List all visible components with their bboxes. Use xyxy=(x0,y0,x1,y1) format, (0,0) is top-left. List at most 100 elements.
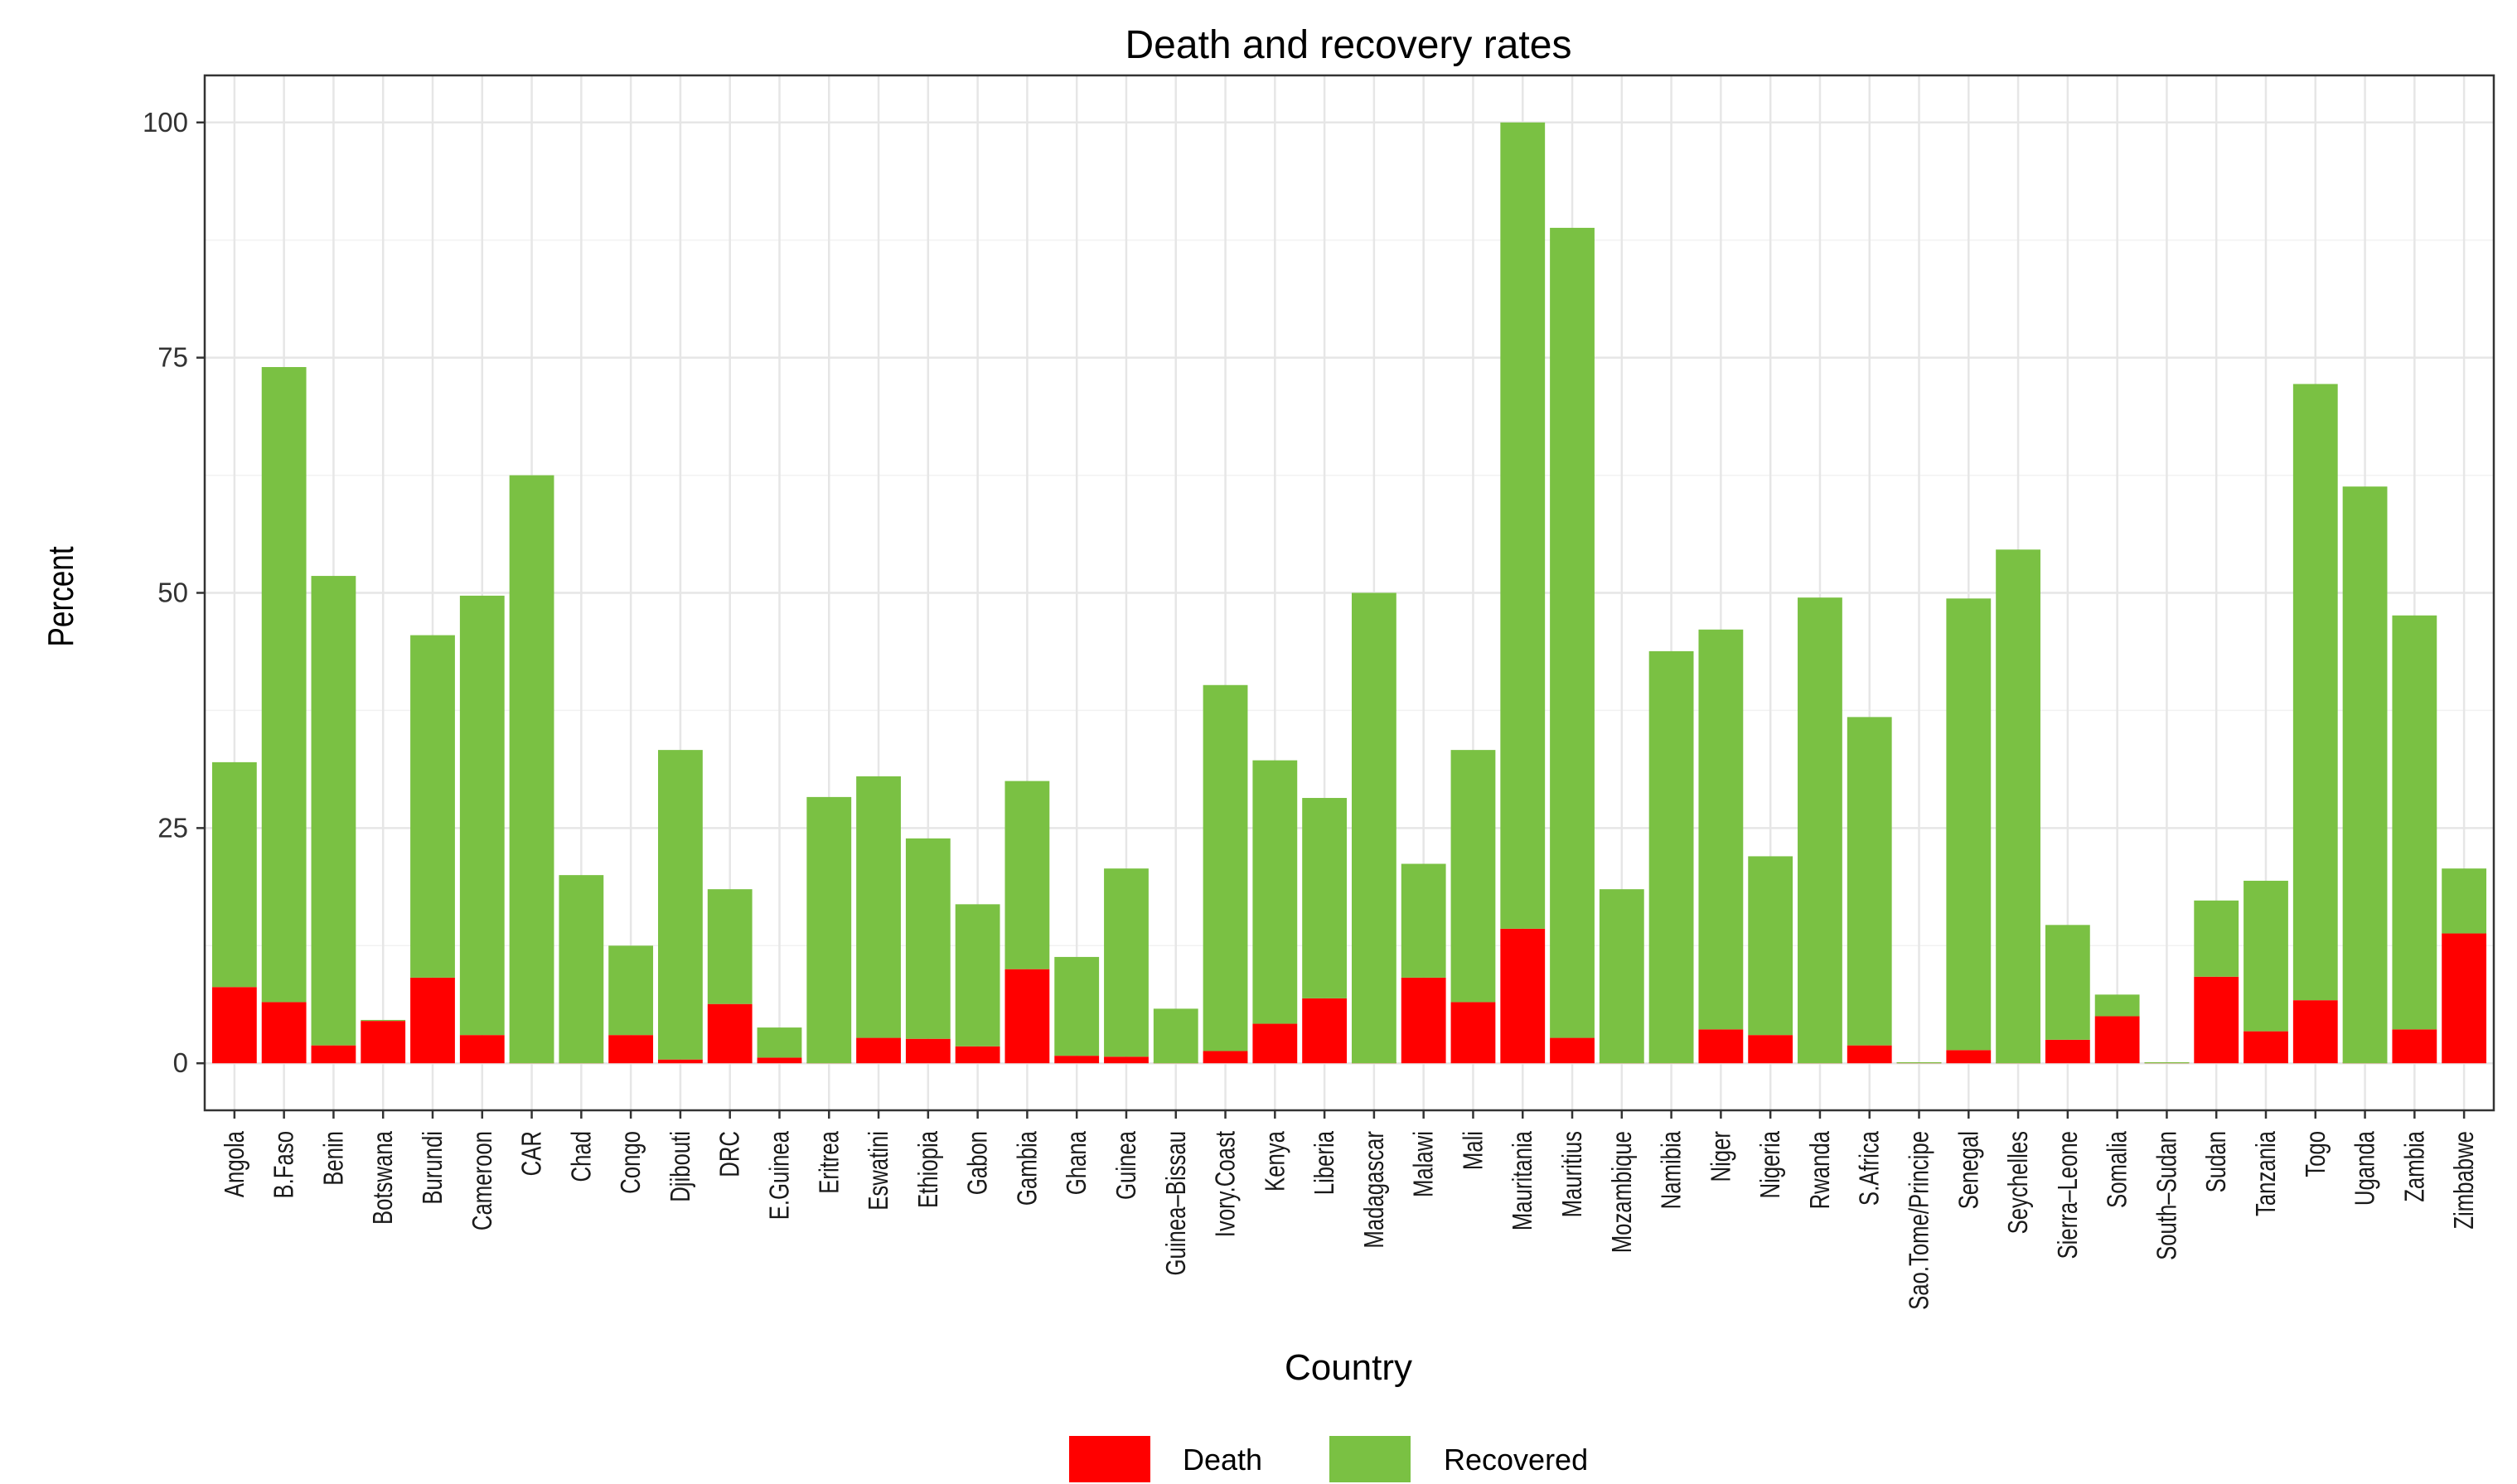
bar-recovered xyxy=(608,945,654,1036)
x-tick-label: Cameroon xyxy=(467,1131,498,1230)
x-tick-label: Djibouti xyxy=(666,1131,696,1202)
bar-death xyxy=(1104,1056,1149,1064)
bar-recovered xyxy=(1698,629,1744,1030)
bar-recovered xyxy=(1748,856,1793,1036)
bar-recovered xyxy=(2094,994,2140,1017)
x-tick-label: Zimbabwe xyxy=(2449,1131,2480,1230)
bar-recovered xyxy=(1550,227,1595,1038)
bar-death xyxy=(2292,1000,2338,1064)
bar-recovered xyxy=(658,750,703,1060)
bar-recovered xyxy=(1599,889,1644,1064)
x-tick-label: Malawi xyxy=(1409,1131,1440,1197)
x-tick-label: South–Sudan xyxy=(2152,1131,2182,1260)
bar-recovered xyxy=(1996,549,2040,1064)
x-tick-label: Angola xyxy=(220,1131,250,1198)
x-tick-label: Sierra–Leone xyxy=(2053,1131,2084,1259)
x-axis-title: Country xyxy=(1285,1347,1412,1388)
bar-recovered xyxy=(361,1019,406,1022)
bar-recovered xyxy=(459,595,505,1036)
x-tick-label: Ethiopia xyxy=(913,1131,944,1208)
x-tick-label: Mauritania xyxy=(1508,1131,1538,1231)
y-axis-title: Percent xyxy=(41,546,81,646)
bar-recovered xyxy=(261,366,307,1003)
bar-death xyxy=(1847,1045,1892,1064)
bar-recovered xyxy=(2442,868,2487,934)
bar-death xyxy=(2442,933,2487,1064)
bar-recovered xyxy=(1847,717,1892,1046)
bar-recovered xyxy=(1946,598,1992,1051)
bar-recovered xyxy=(757,1027,802,1058)
bar-recovered xyxy=(509,475,554,1064)
bar-recovered xyxy=(1153,1008,1198,1064)
bar-recovered xyxy=(905,838,951,1039)
x-tick-label: Guinea xyxy=(1111,1131,1142,1200)
bar-recovered xyxy=(1351,592,1396,1064)
bar-recovered xyxy=(955,904,1000,1047)
x-tick-label: Botswana xyxy=(368,1131,399,1225)
bar-death xyxy=(361,1021,406,1064)
legend-label-recovered: Recovered xyxy=(1444,1443,1588,1477)
x-tick-label: Mozambique xyxy=(1607,1131,1638,1253)
bar-death xyxy=(1302,998,1348,1064)
bar-death xyxy=(2045,1039,2090,1064)
x-tick-label: Mali xyxy=(1458,1131,1488,1170)
x-tick-label: Benin xyxy=(318,1131,349,1186)
bar-recovered xyxy=(2045,925,2090,1040)
y-axis: 0 25 50 75 100 xyxy=(143,107,205,1078)
bar-death xyxy=(707,1003,753,1064)
bar-recovered xyxy=(1896,1062,1942,1064)
bar-recovered xyxy=(2144,1062,2190,1064)
x-tick-label: B.Faso xyxy=(269,1131,300,1199)
bar-recovered xyxy=(2194,900,2239,977)
x-tick-label: Sudan xyxy=(2201,1131,2232,1192)
bar-recovered xyxy=(211,761,257,988)
x-tick-label: Rwanda xyxy=(1805,1131,1836,1210)
x-tick-label: Sao.Tome/Principe xyxy=(1905,1131,1935,1310)
bar-death xyxy=(459,1035,505,1064)
x-tick-label: Nigeria xyxy=(1755,1131,1786,1199)
x-tick-label: Ivory.Coast xyxy=(1211,1131,1242,1237)
legend-key-death xyxy=(1069,1436,1150,1482)
bar-recovered xyxy=(2292,384,2338,1001)
bar-recovered xyxy=(1054,956,1100,1056)
bar-death xyxy=(955,1046,1000,1064)
y-tick-label: 100 xyxy=(143,107,188,138)
x-tick-label: Gambia xyxy=(1012,1131,1043,1206)
bar-recovered xyxy=(1302,798,1348,998)
x-tick-label: Seychelles xyxy=(2003,1131,2034,1234)
bar-death xyxy=(2244,1031,2288,1064)
bar-death xyxy=(261,1002,307,1064)
bar-recovered xyxy=(1648,650,1694,1064)
x-tick-label: Senegal xyxy=(1953,1131,1984,1209)
bar-death xyxy=(1450,1002,1496,1064)
bar-recovered xyxy=(1104,868,1149,1057)
bar-recovered xyxy=(1401,863,1446,978)
x-tick-label: Guinea–Bissau xyxy=(1161,1131,1192,1275)
bar-death xyxy=(1203,1051,1248,1064)
x-tick-label: Eritrea xyxy=(814,1131,845,1194)
x-tick-label: Madagascar xyxy=(1359,1131,1390,1249)
bar-death xyxy=(1054,1056,1100,1064)
x-tick-label: E.Guinea xyxy=(764,1131,795,1221)
y-tick-label: 50 xyxy=(157,578,188,608)
bar-death xyxy=(1748,1035,1793,1064)
bar-recovered xyxy=(1203,684,1248,1051)
x-tick-label: Somalia xyxy=(2103,1131,2133,1208)
x-tick-label: Gabon xyxy=(963,1131,994,1195)
bar-death xyxy=(905,1038,951,1064)
bar-recovered xyxy=(1798,597,1842,1064)
chart-title: Death and recovery rates xyxy=(1125,23,1572,67)
bar-death xyxy=(856,1037,901,1064)
bar-death xyxy=(410,977,455,1064)
bar-death xyxy=(211,987,257,1064)
legend-key-recovered xyxy=(1329,1436,1411,1482)
bar-recovered xyxy=(2244,880,2288,1032)
x-tick-label: Niger xyxy=(1706,1131,1736,1182)
bar-recovered xyxy=(311,576,356,1046)
bar-recovered xyxy=(1500,122,1546,929)
x-tick-label: Congo xyxy=(616,1131,646,1194)
bar-death xyxy=(1550,1037,1595,1064)
y-tick-label: 25 xyxy=(157,812,188,843)
